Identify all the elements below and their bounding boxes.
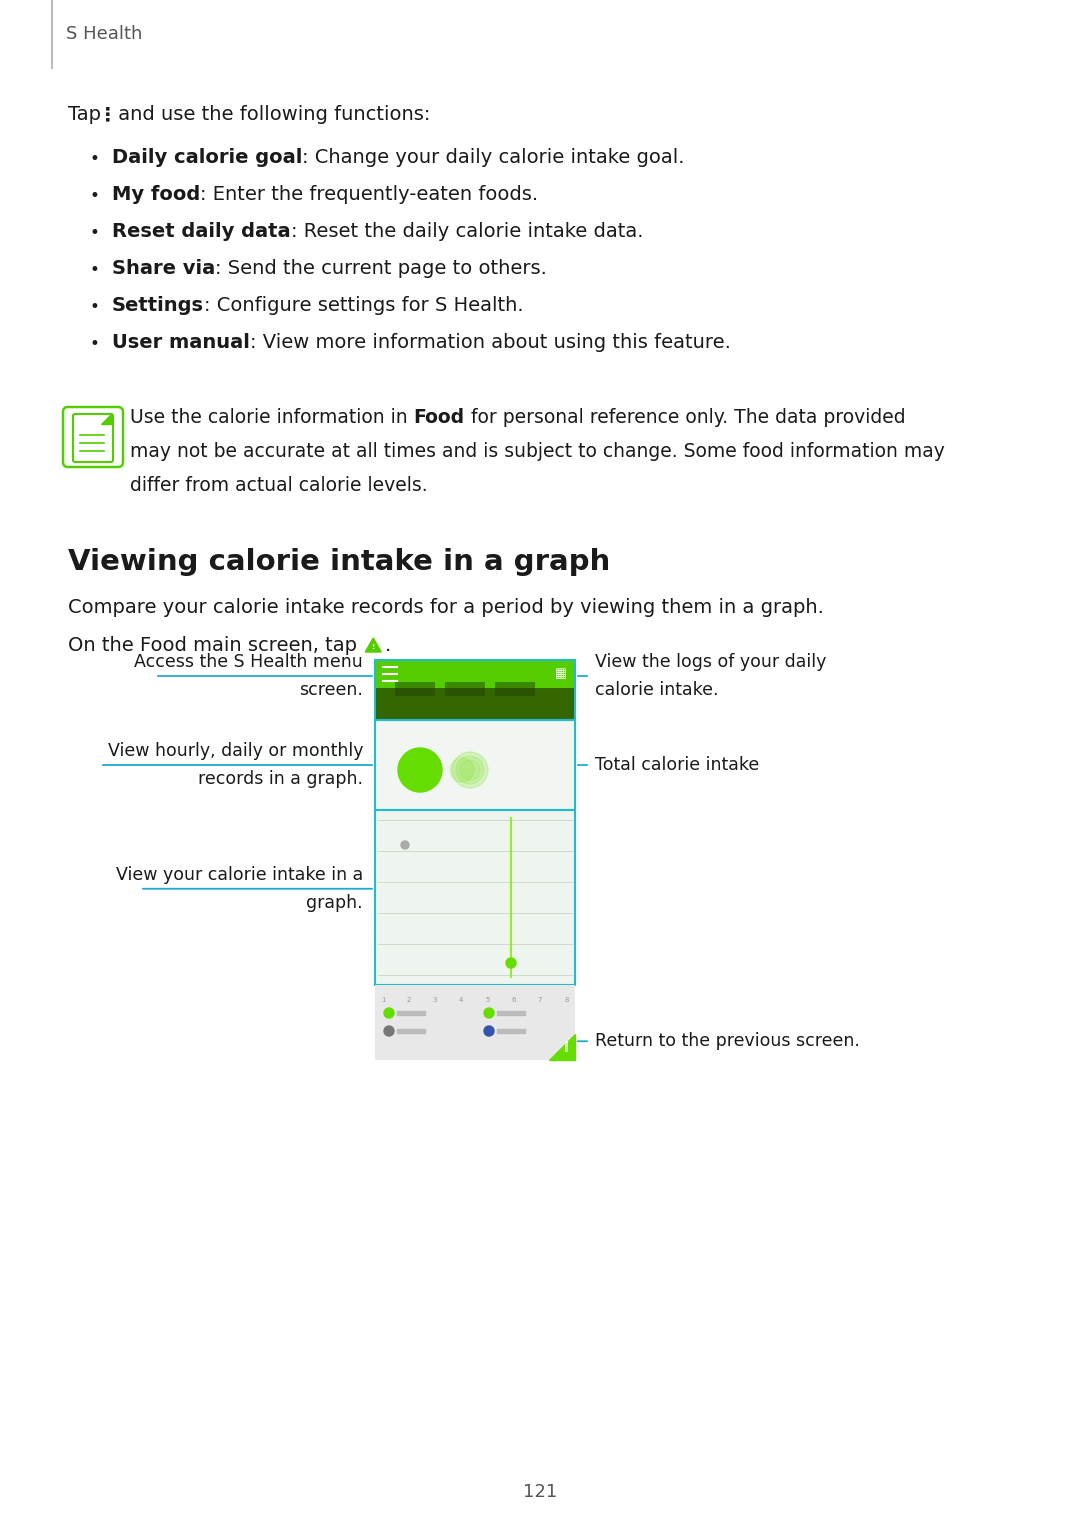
Text: View your calorie intake in a: View your calorie intake in a [116, 866, 363, 884]
Bar [397, 1011, 426, 1015]
Text: •: • [90, 150, 99, 168]
Text: •: • [90, 298, 99, 316]
Circle shape [399, 748, 442, 793]
Circle shape [453, 751, 488, 788]
Text: : Reset the daily calorie intake data.: : Reset the daily calorie intake data. [291, 221, 643, 241]
Text: •: • [90, 186, 99, 205]
Text: •: • [90, 334, 99, 353]
Text: 7: 7 [538, 997, 542, 1003]
Text: 6: 6 [512, 997, 516, 1003]
Text: 4: 4 [459, 997, 463, 1003]
Text: .: . [386, 637, 391, 655]
Bar [375, 721, 575, 809]
Text: S Health: S Health [66, 24, 143, 43]
FancyBboxPatch shape [63, 408, 123, 467]
Text: Settings: Settings [112, 296, 204, 315]
Text: ▦: ▦ [555, 667, 567, 681]
Text: 2: 2 [407, 997, 411, 1003]
Text: 3: 3 [433, 997, 437, 1003]
Bar [395, 683, 435, 696]
Text: : Change your daily calorie intake goal.: : Change your daily calorie intake goal. [302, 148, 685, 166]
Text: Share via: Share via [112, 260, 215, 278]
Circle shape [507, 957, 516, 968]
Text: Daily calorie goal: Daily calorie goal [112, 148, 302, 166]
Text: View hourly, daily or monthly: View hourly, daily or monthly [108, 742, 363, 760]
Bar [375, 809, 575, 985]
Text: Tap: Tap [68, 105, 107, 124]
Polygon shape [365, 638, 381, 652]
Text: : Enter the frequently-eaten foods.: : Enter the frequently-eaten foods. [200, 185, 538, 205]
Circle shape [484, 1008, 494, 1019]
Text: calorie intake.: calorie intake. [595, 681, 718, 699]
Text: •: • [90, 261, 99, 279]
Text: Reset daily data: Reset daily data [112, 221, 291, 241]
Text: graph.: graph. [307, 893, 363, 912]
Circle shape [460, 760, 480, 780]
Text: : View more information about using this feature.: : View more information about using this… [249, 333, 731, 353]
Text: : Send the current page to others.: : Send the current page to others. [215, 260, 548, 278]
Text: !: ! [372, 644, 375, 651]
Text: Access the S Health menu: Access the S Health menu [134, 654, 363, 670]
Bar [375, 985, 575, 1060]
Bar [497, 1011, 525, 1015]
Text: Total calorie intake: Total calorie intake [595, 756, 759, 774]
Circle shape [384, 1026, 394, 1035]
Text: may not be accurate at all times and is subject to change. Some food information: may not be accurate at all times and is … [130, 441, 945, 461]
Polygon shape [549, 1034, 575, 1060]
Text: records in a graph.: records in a graph. [198, 770, 363, 788]
Text: and use the following functions:: and use the following functions: [112, 105, 430, 124]
Text: User manual: User manual [112, 333, 249, 353]
Bar [375, 660, 575, 721]
Text: On the Food main screen, tap: On the Food main screen, tap [68, 637, 363, 655]
Circle shape [401, 841, 409, 849]
Text: •: • [90, 224, 99, 241]
Text: 1: 1 [381, 997, 386, 1003]
Text: differ from actual calorie levels.: differ from actual calorie levels. [130, 476, 428, 495]
Text: Viewing calorie intake in a graph: Viewing calorie intake in a graph [68, 548, 610, 576]
Text: ⋮: ⋮ [98, 105, 118, 124]
Text: : Configure settings for S Health.: : Configure settings for S Health. [204, 296, 524, 315]
Text: 121: 121 [523, 1483, 557, 1501]
Circle shape [384, 1008, 394, 1019]
Text: Return to the previous screen.: Return to the previous screen. [595, 1032, 860, 1051]
Text: ‖: ‖ [564, 1041, 568, 1052]
Text: 5: 5 [486, 997, 490, 1003]
Circle shape [450, 757, 474, 782]
Text: screen.: screen. [299, 681, 363, 699]
Bar [375, 689, 575, 721]
Circle shape [484, 1026, 494, 1035]
Bar [397, 1029, 426, 1032]
Text: Use the calorie information in: Use the calorie information in [130, 408, 414, 428]
Circle shape [456, 756, 484, 783]
FancyBboxPatch shape [73, 414, 113, 463]
Polygon shape [102, 414, 111, 425]
Bar [375, 660, 575, 689]
Bar [495, 683, 535, 696]
Text: Food: Food [414, 408, 464, 428]
Bar [497, 1029, 525, 1032]
Text: for personal reference only. The data provided: for personal reference only. The data pr… [464, 408, 905, 428]
Bar [445, 683, 485, 696]
Text: 8: 8 [565, 997, 569, 1003]
Text: My food: My food [112, 185, 200, 205]
Text: Compare your calorie intake records for a period by viewing them in a graph.: Compare your calorie intake records for … [68, 599, 824, 617]
Text: View the logs of your daily: View the logs of your daily [595, 654, 826, 670]
